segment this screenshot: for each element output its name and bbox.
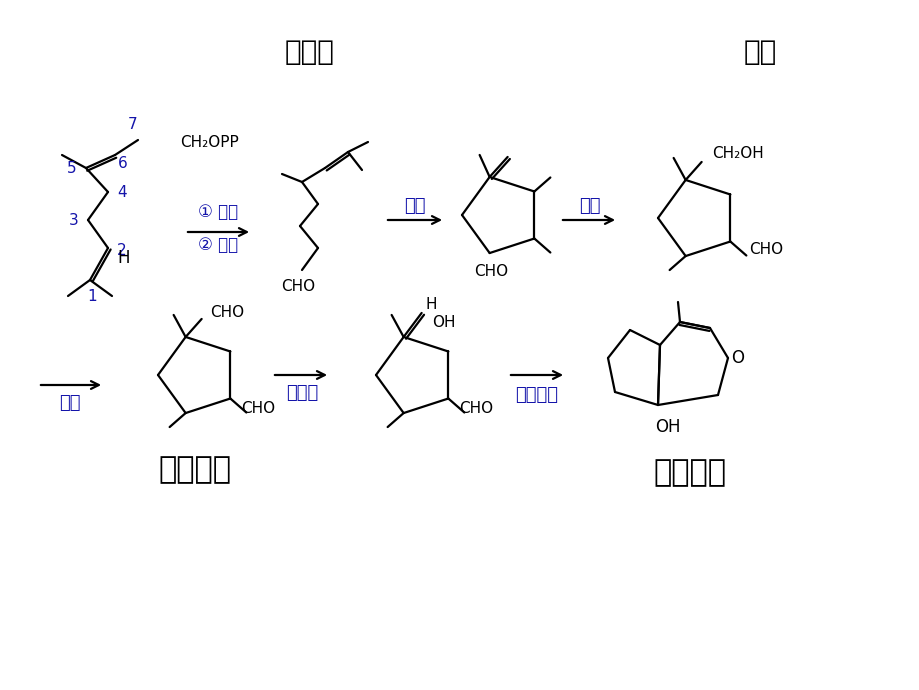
Text: CH₂OH: CH₂OH (711, 146, 763, 161)
Text: CHO: CHO (748, 242, 783, 257)
Text: 烯醇化: 烯醇化 (286, 384, 318, 402)
Text: 7: 7 (128, 117, 138, 132)
Text: CHO: CHO (474, 264, 508, 279)
Text: 3: 3 (69, 213, 79, 228)
Text: CHO: CHO (241, 401, 275, 416)
Text: CHO: CHO (280, 279, 314, 293)
Text: 5: 5 (67, 161, 76, 175)
Text: H: H (425, 297, 437, 313)
Text: 6: 6 (118, 155, 128, 170)
Text: 环合: 环合 (403, 197, 425, 215)
Text: CHO: CHO (210, 306, 244, 320)
Text: ② 氧化: ② 氧化 (198, 236, 238, 254)
Text: 水合: 水合 (579, 197, 600, 215)
Text: 环烯醚萜: 环烯醚萜 (652, 458, 726, 488)
Text: OH: OH (654, 418, 680, 436)
Text: 2: 2 (117, 242, 127, 257)
Text: OH: OH (431, 315, 455, 331)
Text: 4: 4 (117, 184, 127, 199)
Text: 氧化: 氧化 (59, 394, 81, 412)
Text: ① 水解: ① 水解 (198, 203, 238, 221)
Text: 香茅醛: 香茅醛 (285, 38, 335, 66)
Text: CHO: CHO (459, 401, 493, 416)
Text: 1: 1 (87, 288, 96, 304)
Text: CH₂OPP: CH₂OPP (180, 135, 239, 150)
Text: H: H (118, 249, 130, 267)
Text: O: O (731, 349, 743, 367)
Text: 伯醇: 伯醇 (743, 38, 776, 66)
Text: 臭蚁二醛: 臭蚁二醛 (158, 455, 232, 484)
Text: 羟醛缩合: 羟醛缩合 (515, 386, 558, 404)
